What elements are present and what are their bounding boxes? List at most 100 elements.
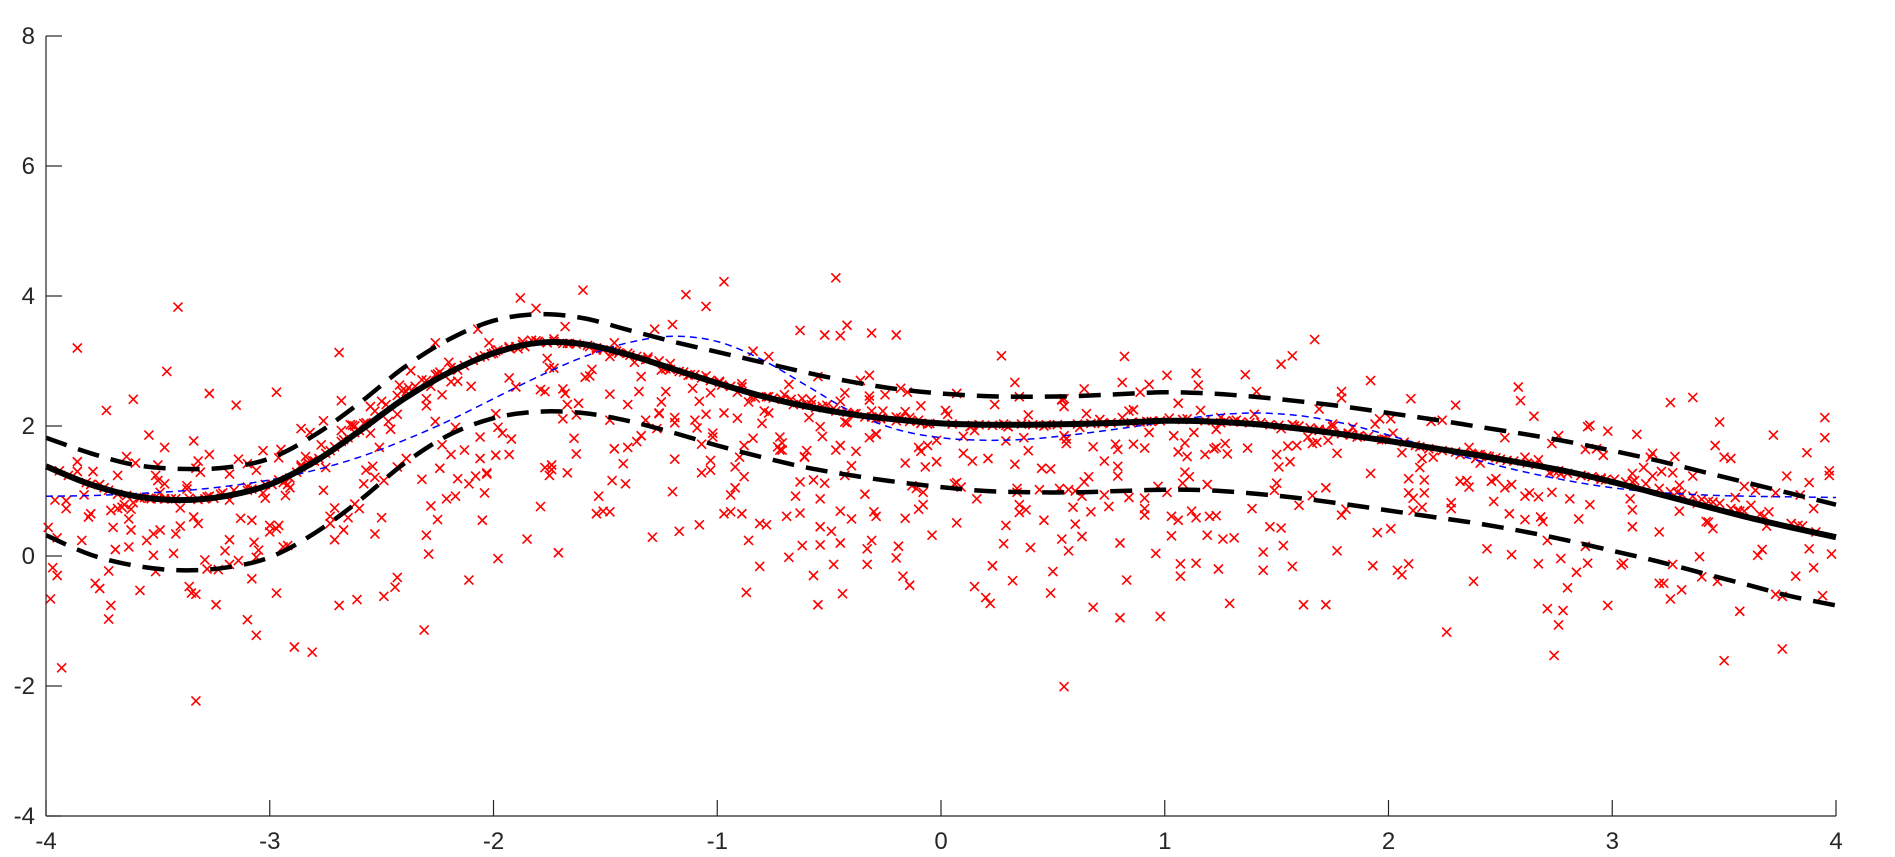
scatter-point [1079, 383, 1090, 395]
scatter-point [242, 614, 253, 625]
scatter-point [1009, 459, 1020, 470]
scatter-point [622, 442, 633, 453]
scatter-point [1564, 493, 1575, 504]
scatter-point [450, 491, 461, 502]
scatter-point [1242, 443, 1253, 454]
scatter-point [1627, 468, 1638, 479]
scatter-point [141, 535, 152, 546]
scatter-point [1088, 602, 1099, 613]
scatter-point [43, 522, 54, 533]
y-tick-label: 6 [22, 153, 35, 180]
scatter-point [739, 471, 750, 482]
scatter-point [1269, 485, 1280, 496]
scatter-point [249, 537, 260, 548]
scatter-point [604, 506, 615, 517]
scatter-point [219, 545, 231, 556]
scatter-point [1166, 530, 1177, 541]
scatter-point [808, 570, 819, 581]
scatter-point [193, 518, 204, 529]
scatter-point [618, 458, 629, 469]
scatter-point [1229, 532, 1240, 543]
scatter-point [1204, 511, 1215, 522]
scatter-point [1405, 393, 1416, 404]
scatter-point [367, 461, 378, 472]
scatter-point [1416, 502, 1428, 513]
scatter-point [794, 508, 806, 519]
scatter-point [1323, 435, 1334, 446]
scatter-point [1119, 351, 1130, 362]
scatter-point [850, 446, 862, 457]
scatter-point [318, 415, 329, 426]
scatter-point [620, 478, 631, 489]
scatter-point [1631, 429, 1642, 440]
scatter-point [777, 437, 788, 448]
scatter-point [117, 502, 128, 513]
scatter-point [1553, 619, 1564, 630]
scatter-point [790, 491, 801, 502]
scatter-point [123, 513, 134, 525]
scatter-point [1173, 398, 1184, 409]
scatter-point [289, 641, 300, 653]
scatter-point [913, 504, 924, 515]
scatter-point [718, 276, 730, 287]
scatter-point [186, 587, 197, 599]
scatter-point [168, 548, 179, 559]
scatter-point [1103, 501, 1114, 512]
scatter-point [725, 506, 736, 517]
scatter-point [56, 662, 67, 673]
scatter-point [210, 599, 222, 610]
scatter-point [260, 493, 271, 504]
scatter-point [754, 561, 765, 572]
scatter-point [231, 400, 242, 411]
scatter-point [1450, 400, 1461, 411]
scatter-point [1542, 603, 1553, 614]
scatter-point [864, 391, 875, 402]
scatter-point [325, 518, 336, 529]
scatter-point [1025, 542, 1036, 553]
scatter-point [103, 613, 114, 625]
scatter-point [430, 416, 441, 427]
scatter-point [830, 272, 841, 283]
scatter-point [1058, 401, 1070, 412]
scatter-point [1211, 424, 1222, 435]
scatter-point [530, 303, 542, 314]
scatter-point [1085, 506, 1096, 517]
scatter-point [743, 535, 754, 546]
scatter-point [329, 502, 340, 513]
scatter-point [562, 467, 573, 478]
scatter-point [1271, 449, 1282, 460]
scatter-point [1687, 392, 1698, 403]
scatter-point [718, 508, 730, 519]
scatter-point [441, 493, 452, 504]
scatter-point [1441, 626, 1452, 638]
y-tick-label: -4 [14, 803, 35, 830]
scatter-point [204, 449, 215, 460]
scatter-point [1175, 571, 1186, 582]
scatter-point [1499, 432, 1510, 443]
x-tick-label: -3 [259, 828, 280, 852]
scatter-point [781, 511, 792, 522]
axes-layer: -4 -3 -2 -1 0 1 2 3 4 -4 -2 0 2 4 6 8 [14, 23, 1843, 855]
scatter-point [316, 439, 327, 450]
scatter-point [1287, 561, 1298, 572]
scatter-point [134, 585, 146, 596]
scatter-point [926, 530, 938, 541]
scatter-point [103, 565, 114, 577]
scatter-point [866, 327, 877, 339]
scatter-point [112, 470, 123, 481]
scatter-point [794, 325, 806, 336]
scatter-point [1515, 395, 1526, 406]
scatter-point [1224, 598, 1235, 609]
scatter-point [85, 508, 96, 519]
scatter-point [1674, 506, 1685, 517]
lower-bound-line [45, 409, 1837, 608]
scatter-point [958, 448, 969, 459]
scatter-point [1428, 452, 1439, 463]
scatter-point [674, 526, 685, 537]
scatter-point [913, 442, 924, 453]
scatter-point [864, 432, 875, 443]
scatter-point [636, 430, 647, 441]
scatter-point [1278, 540, 1289, 551]
scatter-point [1220, 438, 1231, 449]
scatter-point [45, 593, 56, 604]
